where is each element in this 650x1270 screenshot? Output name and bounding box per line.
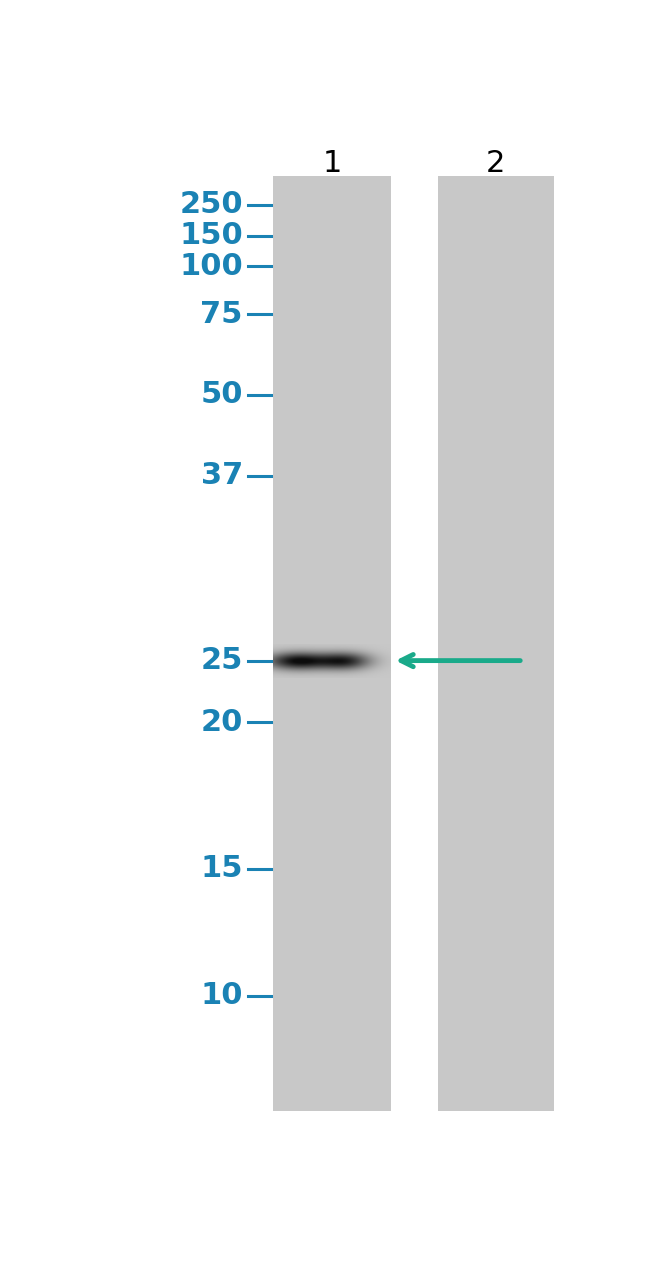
- Text: 150: 150: [179, 221, 243, 250]
- Text: 37: 37: [201, 461, 243, 490]
- Text: 1: 1: [322, 150, 342, 179]
- Text: 50: 50: [200, 381, 243, 409]
- Text: 10: 10: [200, 980, 243, 1010]
- Text: 15: 15: [200, 853, 243, 883]
- Bar: [274, 175, 391, 1111]
- Text: 25: 25: [200, 646, 243, 676]
- Text: 75: 75: [200, 300, 243, 329]
- Bar: [437, 175, 554, 1111]
- Text: 2: 2: [486, 150, 506, 179]
- Text: 250: 250: [179, 190, 243, 220]
- Text: 100: 100: [179, 251, 243, 281]
- Text: 20: 20: [200, 707, 243, 737]
